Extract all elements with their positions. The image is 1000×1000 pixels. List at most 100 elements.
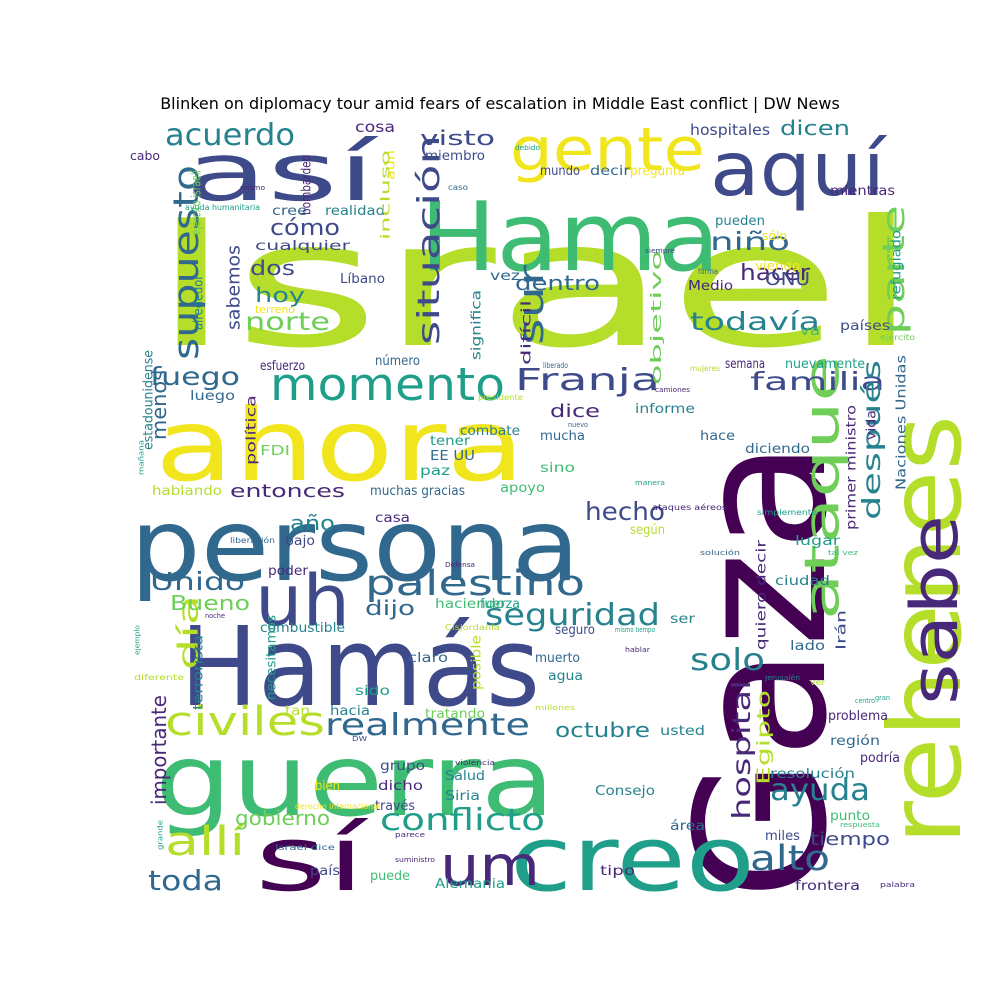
word-persona: persona — [130, 487, 580, 604]
word-cisjordania: Cisjordania — [445, 623, 500, 632]
word-resolucion: resolución — [770, 767, 855, 782]
word-alli: allí — [165, 819, 248, 865]
word-supuesto: supuesto — [167, 165, 207, 360]
word-rehenes: rehenes — [867, 415, 984, 845]
word-ciudad: ciudad — [775, 574, 830, 589]
word-area: área — [670, 819, 705, 834]
word-toda: toda — [148, 864, 223, 897]
word-octubre: octubre — [555, 718, 650, 742]
word-egipto: Egipto — [753, 690, 774, 785]
word-combate: combate — [460, 424, 520, 439]
word-terrorista: terrorista — [191, 635, 206, 710]
word-quiero-decir: quiero decir — [754, 539, 769, 650]
word-acuerdo: acuerdo — [165, 118, 295, 153]
word-podria: podría — [860, 751, 900, 766]
word-asi: así — [185, 126, 380, 219]
word-dicho: dicho — [378, 779, 423, 794]
word-siria: Siria — [445, 789, 480, 804]
word-pueden: pueden — [715, 214, 765, 229]
word-bueno: Bueno — [170, 591, 250, 615]
word-mundo: mundo — [540, 164, 580, 179]
word-dentro: dentro — [515, 271, 600, 295]
word-violencia: violencia — [455, 759, 495, 767]
word-mucha: mucha — [540, 429, 585, 444]
word-muchas-gracias: muchas gracias — [370, 484, 465, 499]
word-pais: país — [310, 864, 340, 879]
word-seguridad: seguridad — [485, 598, 660, 633]
word-tan: tan — [285, 704, 310, 719]
word-entonces: entonces — [230, 481, 345, 502]
word-grupo: grupo — [380, 759, 425, 774]
word-unido: Unido — [150, 567, 245, 596]
word-manera: manera — [635, 479, 665, 487]
word-hospitales: hospitales — [690, 121, 770, 139]
word-paz: paz — [420, 464, 450, 479]
word-objetivo: objetivo — [649, 250, 665, 385]
word-mismo-tiempo: mismo tiempo — [615, 626, 655, 634]
word-numero: número — [375, 354, 420, 369]
word-tratando: tratando — [425, 707, 485, 722]
word-lado: lado — [790, 639, 825, 654]
word-ano: año — [290, 511, 335, 535]
word-ejemplo: ejemplo — [134, 625, 142, 655]
word-mismo: mismo — [240, 184, 265, 192]
word-hama: Hama — [420, 183, 720, 293]
word-presidente: presidente — [478, 393, 523, 402]
word-pregunta: pregunta — [630, 164, 685, 179]
word-importante: importante — [147, 695, 171, 805]
word-politica: política — [244, 395, 259, 465]
word-tiempo: tiempo — [810, 829, 890, 850]
word-hacer: hacer — [740, 261, 811, 286]
word-dijo: dijo — [365, 596, 415, 620]
word-nuevo: nuevo — [568, 421, 588, 429]
word-punto: punto — [830, 809, 870, 824]
word-casa: casa — [375, 511, 410, 526]
word-menos: menos — [147, 370, 171, 440]
word-ahora: ahora — [155, 387, 525, 504]
word-despues: después — [857, 360, 886, 520]
word-ayuda-humanitaria: ayuda humanitaria — [185, 203, 260, 212]
word-momento: momento — [270, 358, 505, 411]
word-nuevamente: nuevamente — [785, 357, 865, 372]
word-posible: posible — [469, 635, 484, 690]
word-familia: familia — [750, 367, 885, 396]
word-miles: miles — [765, 829, 800, 844]
word-si: sí — [255, 807, 370, 912]
word-franja: Franja — [515, 363, 660, 398]
word-ayuda: ayuda — [770, 773, 870, 808]
word-sabemos: sabemos — [223, 245, 244, 330]
word-suministro: suministro — [395, 856, 435, 864]
word-realidad: realidad — [325, 204, 385, 219]
word-hablar: hablar — [625, 646, 650, 654]
word-israel: Israel — [150, 184, 920, 387]
word-millones: millones — [535, 704, 575, 712]
word-seguro: seguro — [555, 623, 595, 638]
word-luego: luego — [190, 389, 235, 404]
word-muerto: muerto — [535, 651, 580, 666]
word-decir: decir — [590, 164, 631, 179]
word-incluso: incluso — [379, 150, 393, 240]
word-palabra: palabra — [880, 881, 915, 889]
word-visto: visto — [420, 126, 495, 150]
word-haciendo: haciendo — [435, 597, 505, 612]
word-liberacion: liberación — [230, 535, 275, 545]
word-medio: Medio — [688, 279, 733, 294]
word-norte: norte — [245, 307, 330, 336]
word-sur: sur — [512, 264, 552, 345]
word-parte: parte — [877, 205, 912, 335]
word-como: cómo — [270, 216, 340, 241]
word-um: um — [440, 834, 540, 898]
word-dia: día — [171, 595, 204, 670]
word-cabo: cabo — [130, 149, 160, 163]
word-libano: Líbano — [340, 272, 385, 287]
word-naciones-unidas: Naciones Unidas — [894, 355, 909, 490]
word-esfuerzo: esfuerzo — [260, 359, 305, 374]
word-fuego: fuego — [150, 362, 240, 391]
word-guerra: guerra — [155, 722, 555, 839]
word-parece: parece — [395, 831, 425, 839]
word-mujeres: mujeres — [690, 364, 720, 373]
word-vida: vida — [864, 410, 879, 440]
word-necesitamos: necesitamos — [264, 615, 279, 700]
word-gran: gran — [875, 694, 890, 702]
word-vez: vez — [490, 269, 520, 284]
